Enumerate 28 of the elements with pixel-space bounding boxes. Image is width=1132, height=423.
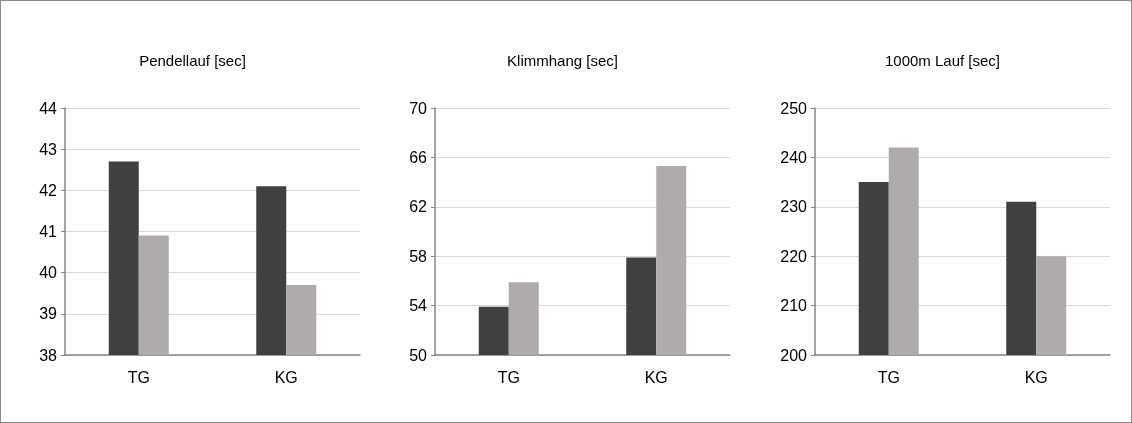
y-tick-label: 39 bbox=[39, 305, 58, 323]
x-tick-label: KG bbox=[1024, 368, 1048, 386]
y-tick-label: 220 bbox=[780, 247, 808, 265]
chart-title: 1000m Lauf [sec] bbox=[884, 52, 1001, 69]
y-tick-label: 43 bbox=[39, 140, 58, 158]
y-tick-label: 62 bbox=[409, 198, 428, 216]
y-tick-label: 50 bbox=[409, 346, 428, 364]
y-tick-label: 250 bbox=[780, 99, 808, 117]
y-tick-label: 42 bbox=[39, 181, 58, 199]
y-tick-label: 41 bbox=[39, 223, 58, 240]
y-tick-label: 200 bbox=[780, 346, 808, 364]
x-tick-label: KG bbox=[644, 368, 668, 386]
y-tick-label: 54 bbox=[409, 297, 428, 315]
chart-title: Klimmhang [sec] bbox=[507, 52, 618, 69]
x-tick-label: TG bbox=[497, 368, 520, 386]
x-tick-label: TG bbox=[877, 368, 900, 386]
x-tick-label: KG bbox=[274, 368, 298, 386]
y-tick-label: 230 bbox=[780, 198, 808, 216]
y-tick-label: 210 bbox=[780, 297, 808, 315]
y-tick-label: 58 bbox=[409, 247, 428, 265]
y-tick-label: 38 bbox=[39, 346, 58, 364]
y-tick-label: 44 bbox=[39, 99, 58, 117]
chart-title: Pendellauf [sec] bbox=[139, 52, 246, 69]
y-tick-label: 240 bbox=[780, 148, 808, 166]
y-tick-label: 66 bbox=[409, 148, 428, 166]
x-tick-label: TG bbox=[127, 368, 150, 386]
y-tick-label: 40 bbox=[39, 264, 58, 282]
y-tick-label: 70 bbox=[409, 99, 428, 117]
